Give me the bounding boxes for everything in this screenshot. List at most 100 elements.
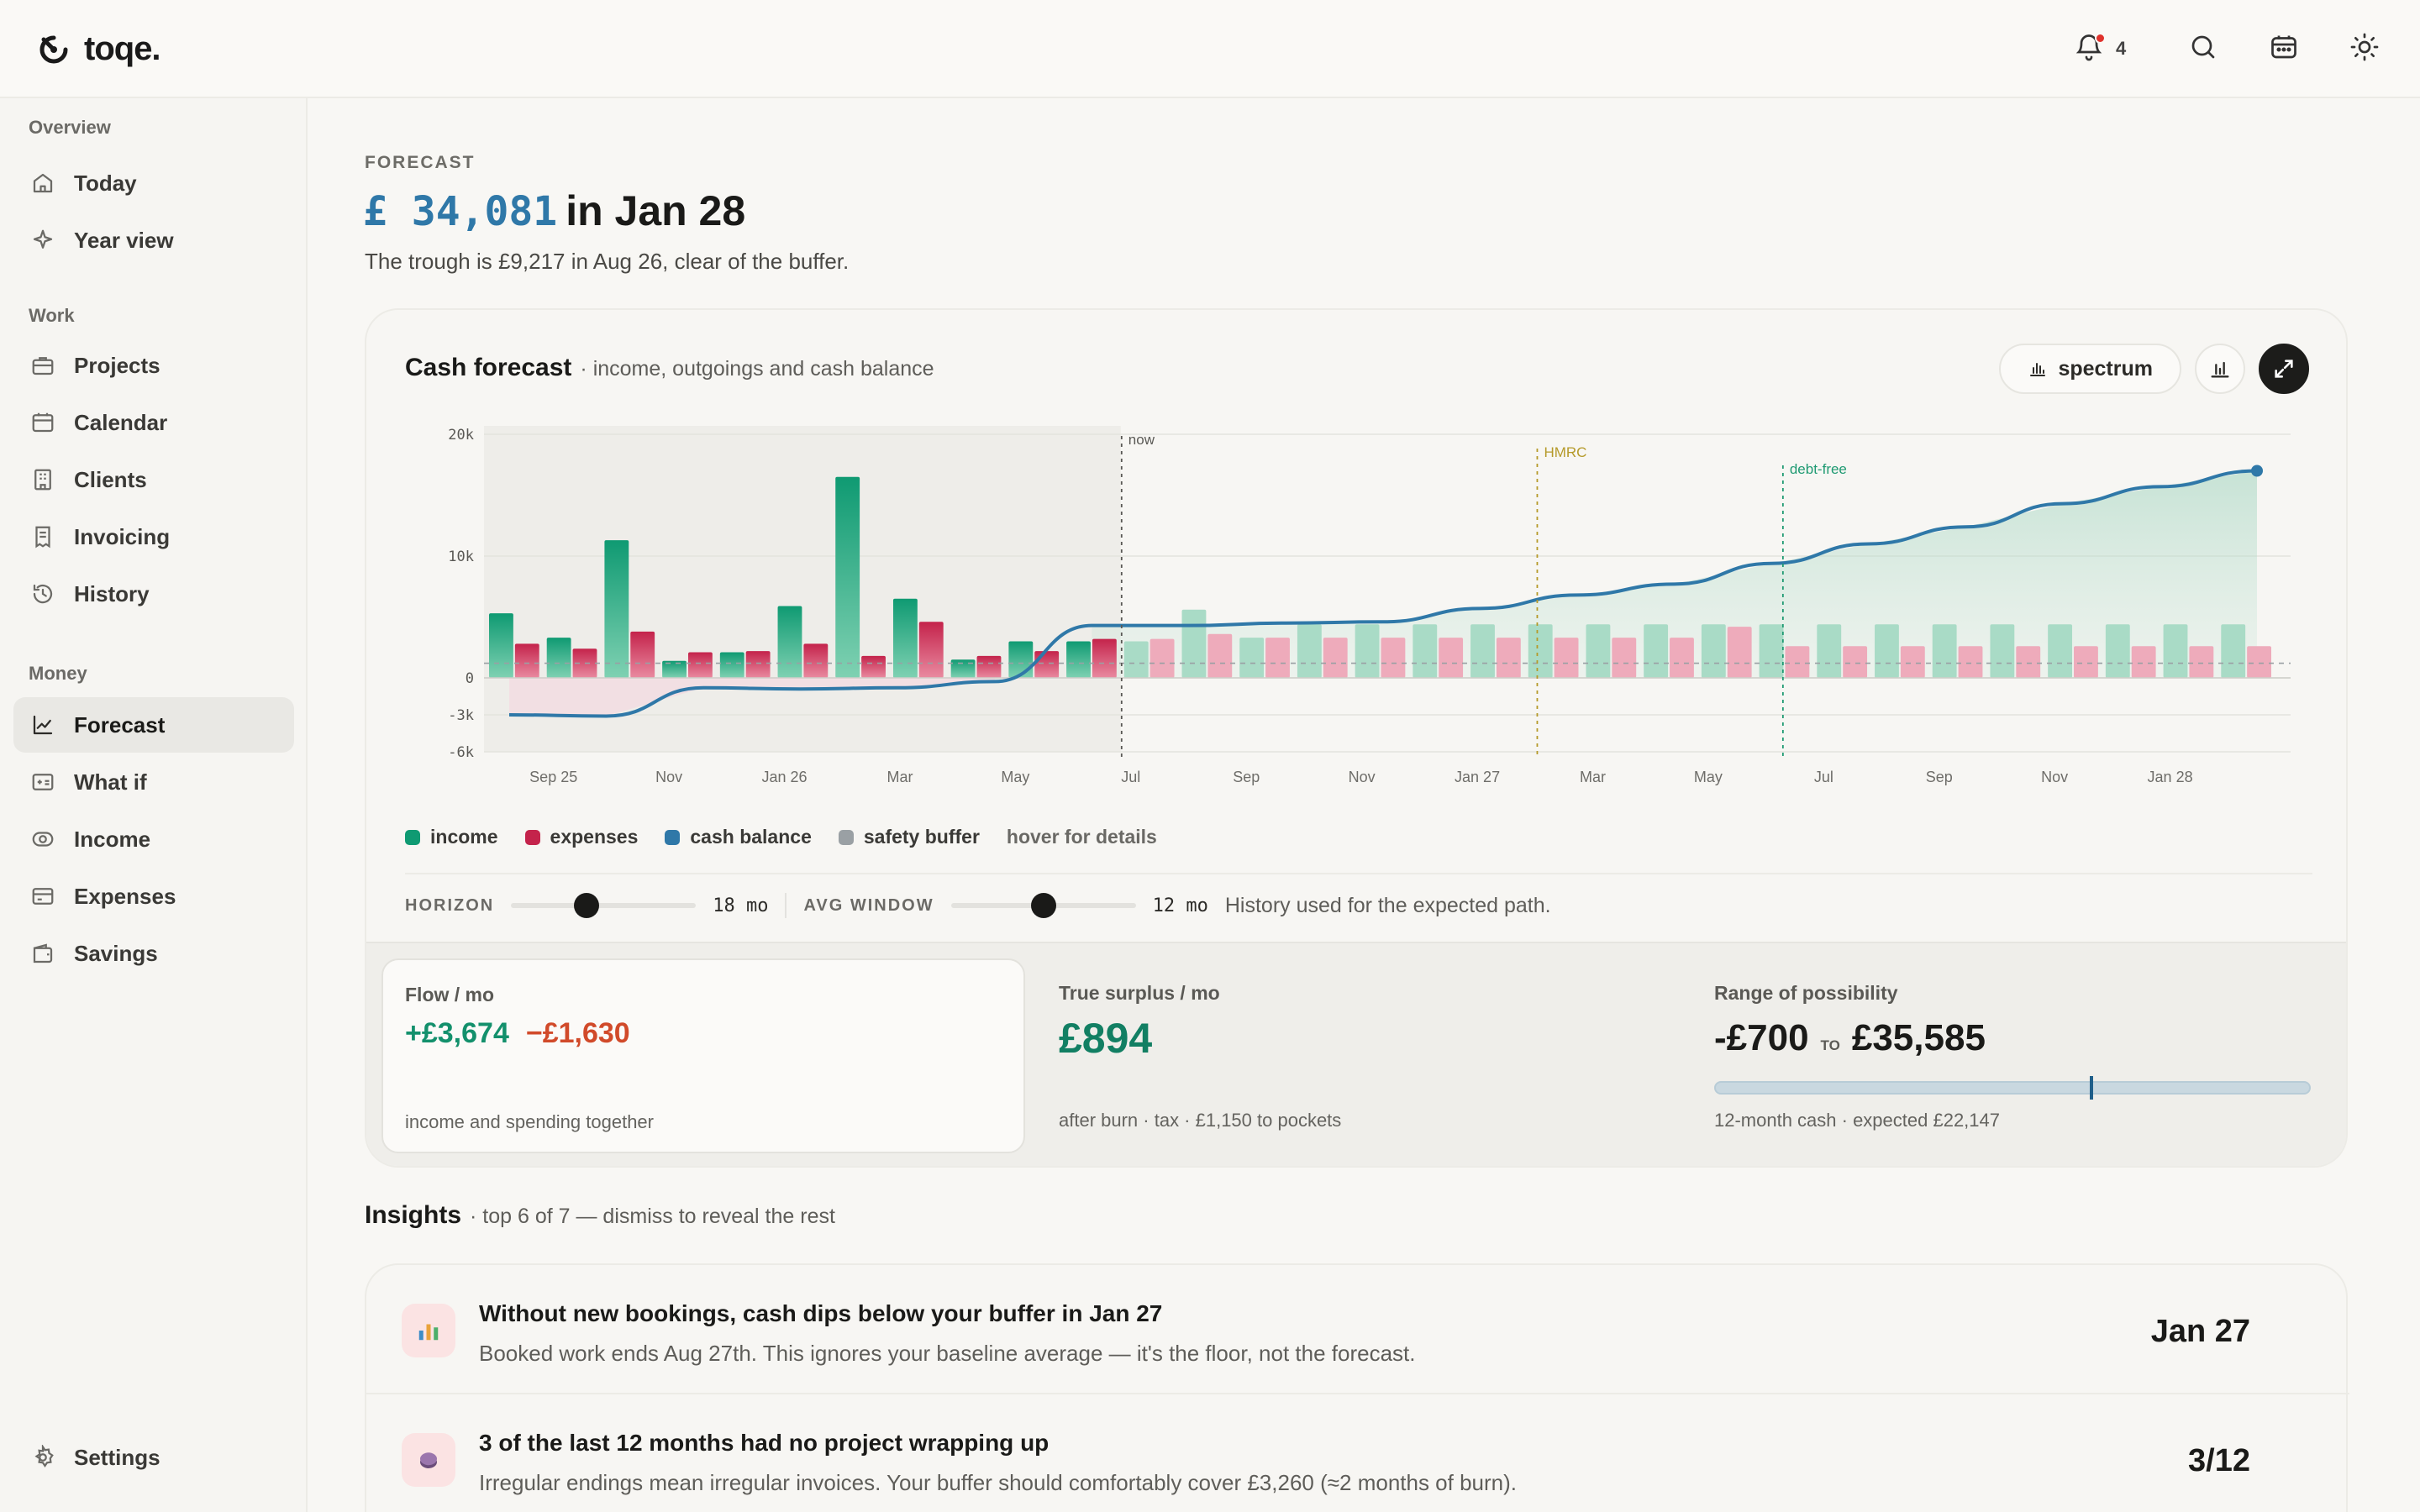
spectrum-button[interactable]: spectrum — [1999, 344, 2181, 394]
sidebar-item-year-view[interactable]: Year view — [13, 213, 294, 268]
expense-bar — [2247, 646, 2272, 678]
range-bar — [1714, 1076, 2311, 1100]
sidebar-item-what-if[interactable]: What if — [13, 754, 294, 810]
flow-income-value: +£3,674 — [405, 1017, 509, 1049]
sidebar-item-savings[interactable]: Savings — [13, 926, 294, 981]
y-tick-label: 10k — [448, 549, 474, 565]
income-bar — [2105, 624, 2130, 678]
bell-icon — [2075, 34, 2102, 61]
income-bar — [1355, 624, 1380, 678]
legend-safety-buffer[interactable]: safety buffer — [838, 826, 980, 848]
theme-toggle[interactable] — [2346, 29, 2383, 66]
expense-bar — [1554, 638, 1579, 678]
income-bar — [2048, 624, 2073, 678]
sidebar-item-invoicing[interactable]: Invoicing — [13, 509, 294, 564]
expense-bar — [687, 652, 713, 678]
page-subtitle: The trough is £9,217 in Aug 26, clear of… — [365, 249, 850, 274]
page-title: £ 34,081 in Jan 28 — [363, 186, 745, 235]
legend-label: cash balance — [690, 826, 812, 848]
cash-forecast-chart[interactable]: 20k 10k 0 -3k -6k now HMRC debt-free Sep 25 Nov Ja… — [366, 310, 2348, 814]
insight-title: 3 of the last 12 months had no project w… — [479, 1430, 1050, 1456]
expand-icon — [2275, 360, 2293, 378]
sidebar-item-history[interactable]: History — [13, 566, 294, 622]
avg-window-slider-handle[interactable] — [1030, 893, 1056, 918]
credit-card-icon — [32, 888, 54, 905]
legend-expenses[interactable]: expenses — [524, 826, 638, 848]
expense-bar — [1785, 646, 1810, 678]
legend-cash-balance[interactable]: cash balance — [665, 826, 812, 848]
income-bar — [489, 613, 513, 678]
insights-title: Insights — [365, 1201, 462, 1229]
surplus-value: £894 — [1059, 1015, 1153, 1062]
avg-window-slider[interactable] — [950, 893, 1136, 918]
marker-label: debt-free — [1790, 461, 1847, 477]
sidebar-group-overview: Overview — [29, 117, 111, 138]
expense-bar — [1207, 633, 1233, 678]
x-tick-label: Jan 26 — [762, 769, 808, 785]
expense-bar — [1670, 638, 1694, 678]
expense-bar — [2016, 646, 2041, 678]
income-bar — [1066, 641, 1091, 678]
flow-title: Flow / mo — [405, 984, 495, 1005]
sidebar-item-income[interactable]: Income — [13, 811, 294, 867]
range-to: TO — [1820, 1037, 1840, 1053]
expense-bar — [2074, 646, 2098, 678]
legend-label: safety buffer — [863, 826, 980, 848]
spectrum-label: spectrum — [2058, 356, 2153, 381]
sidebar-item-calendar[interactable]: Calendar — [13, 395, 294, 450]
insight-item[interactable]: 3 of the last 12 months had no project w… — [366, 1393, 2349, 1512]
forecast-card: 20k 10k 0 -3k -6k now HMRC debt-free Sep 25 Nov Ja… — [365, 308, 2348, 1168]
sidebar-item-expenses[interactable]: Expenses — [13, 869, 294, 924]
x-tick-label: Jul — [1121, 769, 1140, 785]
horizon-slider-handle[interactable] — [574, 893, 600, 918]
legend-swatch — [405, 829, 420, 845]
sidebar-item-forecast[interactable]: Forecast — [13, 697, 294, 753]
horizon-slider[interactable] — [511, 893, 697, 918]
x-tick-label: Mar — [886, 769, 913, 785]
columns-icon — [2211, 361, 2229, 378]
expense-bar — [1439, 638, 1464, 678]
income-bar — [950, 659, 976, 678]
flow-stat-card[interactable]: Flow / mo +£3,674 −£1,630 income and spe… — [381, 958, 1025, 1153]
divider — [785, 893, 787, 918]
marker-label: HMRC — [1544, 444, 1586, 460]
calendar-button[interactable] — [2265, 29, 2302, 66]
income-bar — [1008, 641, 1034, 678]
search-button[interactable] — [2185, 29, 2222, 66]
avg-window-label: AVG WINDOW — [803, 895, 934, 915]
app-logo[interactable]: toqe. — [37, 30, 161, 68]
legend-income[interactable]: income — [405, 826, 498, 848]
insight-item[interactable]: Without new bookings, cash dips below yo… — [366, 1265, 2349, 1393]
sidebar-item-label: History — [74, 580, 150, 606]
cash-balance-area — [1092, 470, 2257, 678]
expense-bar — [2131, 646, 2156, 678]
notifications-button[interactable]: 4 — [2074, 29, 2141, 66]
income-bar — [719, 652, 744, 678]
expense-bar — [514, 643, 539, 678]
x-tick-label: Jan 27 — [1455, 769, 1500, 785]
expense-bar — [803, 643, 829, 678]
income-bar — [1470, 624, 1495, 678]
expense-bar — [918, 622, 944, 678]
sidebar-item-today[interactable]: Today — [13, 155, 294, 211]
sidebar-item-label: Forecast — [74, 711, 166, 738]
insight-description: Booked work ends Aug 27th. This ignores … — [479, 1341, 1416, 1366]
insight-value: Jan 27 — [2150, 1314, 2250, 1349]
sidebar-item-projects[interactable]: Projects — [13, 338, 294, 393]
sidebar-group-work: Work — [29, 305, 75, 326]
income-bar — [1817, 624, 1842, 678]
sidebar-item-clients[interactable]: Clients — [13, 452, 294, 507]
surplus-foot: after burn · tax · £1,150 to pockets — [1059, 1110, 1342, 1131]
expense-bar — [1727, 627, 1752, 678]
expand-button[interactable] — [2259, 344, 2309, 394]
card-subtitle: · income, outgoings and cash balance — [580, 357, 934, 381]
range-low: -£700 — [1714, 1017, 1809, 1058]
sidebar-item-settings[interactable]: Settings — [13, 1430, 294, 1485]
expense-bar — [1612, 638, 1637, 678]
range-expected-marker — [2089, 1076, 2093, 1100]
calendar-icon — [32, 412, 54, 433]
x-tick-label: Jan 28 — [2148, 769, 2193, 785]
bars-view-button[interactable] — [2195, 344, 2245, 394]
forecast-controls: HORIZON 18 mo AVG WINDOW 12 mo History u… — [405, 873, 2312, 918]
top-bar: toqe. 4 — [0, 0, 2420, 98]
